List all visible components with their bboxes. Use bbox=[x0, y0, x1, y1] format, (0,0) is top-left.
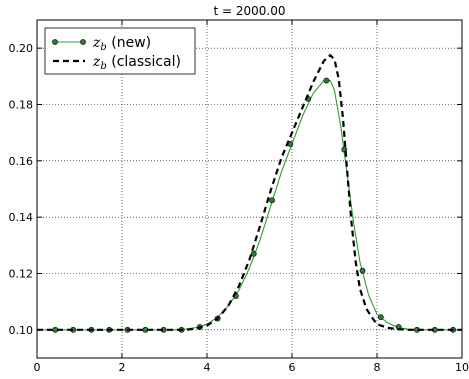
data-point bbox=[269, 197, 275, 204]
legend-box bbox=[44, 27, 196, 75]
grid bbox=[37, 20, 462, 358]
data-point bbox=[359, 267, 366, 274]
x-tick-label: 4 bbox=[204, 361, 211, 374]
x-tick-label: 2 bbox=[119, 361, 126, 374]
plot-frame bbox=[36, 19, 463, 359]
y-tick-label: 0.14 bbox=[9, 211, 34, 224]
data-point bbox=[250, 250, 257, 257]
x-tick-label: 0 bbox=[34, 361, 41, 374]
x-tick-label: 8 bbox=[374, 361, 381, 374]
legend: zb (new)zb (classical) bbox=[44, 27, 196, 75]
y-tick-label: 0.18 bbox=[9, 99, 34, 112]
y-tick-label: 0.20 bbox=[9, 42, 34, 55]
x-tick-label: 10 bbox=[455, 361, 469, 374]
y-tick-label: 0.12 bbox=[9, 268, 34, 281]
legend-label-1: zb (classical) bbox=[92, 54, 181, 72]
series-layer bbox=[37, 54, 462, 333]
data-point bbox=[377, 314, 384, 321]
ticks: 0 2 4 6 8 10 0.10 0.12 0.14 0.16 0.18 0.20 bbox=[9, 20, 469, 374]
y-tick-label: 0.10 bbox=[9, 324, 34, 337]
legend-label-0: zb (new) bbox=[92, 35, 151, 53]
legend-marker bbox=[52, 39, 58, 45]
plot-area bbox=[37, 20, 462, 358]
chart-title: t = 2000.00 bbox=[213, 4, 285, 18]
data-point bbox=[323, 77, 330, 84]
x-tick-label: 6 bbox=[289, 361, 296, 374]
y-tick-label: 0.16 bbox=[9, 155, 34, 168]
series-line-1 bbox=[37, 54, 462, 331]
legend-marker bbox=[80, 39, 86, 45]
